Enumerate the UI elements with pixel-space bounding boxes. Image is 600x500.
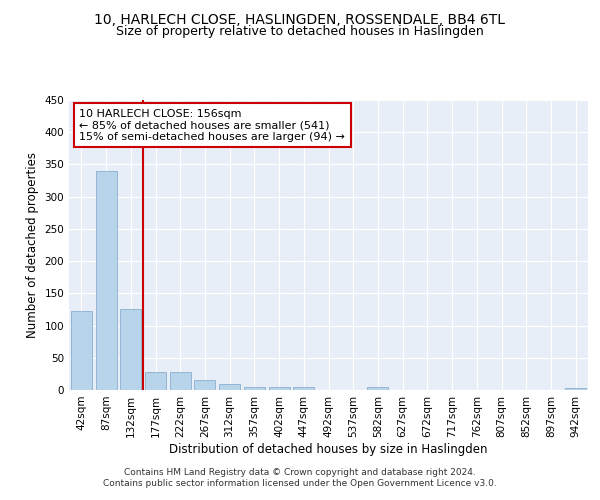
Y-axis label: Number of detached properties: Number of detached properties [26,152,39,338]
Bar [145,372,166,390]
Text: 10 HARLECH CLOSE: 156sqm
← 85% of detached houses are smaller (541)
15% of semi-: 10 HARLECH CLOSE: 156sqm ← 85% of detach… [79,108,345,142]
Bar [194,380,215,390]
Bar [293,388,314,390]
Bar [95,171,116,390]
Bar [244,387,265,390]
Bar [120,310,141,390]
X-axis label: Distribution of detached houses by size in Haslingden: Distribution of detached houses by size … [169,442,488,456]
Bar [269,388,290,390]
Text: 10, HARLECH CLOSE, HASLINGDEN, ROSSENDALE, BB4 6TL: 10, HARLECH CLOSE, HASLINGDEN, ROSSENDAL… [95,12,505,26]
Bar [71,312,92,390]
Text: Size of property relative to detached houses in Haslingden: Size of property relative to detached ho… [116,25,484,38]
Bar [170,372,191,390]
Bar [565,388,586,390]
Bar [367,388,388,390]
Bar [219,384,240,390]
Text: Contains HM Land Registry data © Crown copyright and database right 2024.
Contai: Contains HM Land Registry data © Crown c… [103,468,497,487]
